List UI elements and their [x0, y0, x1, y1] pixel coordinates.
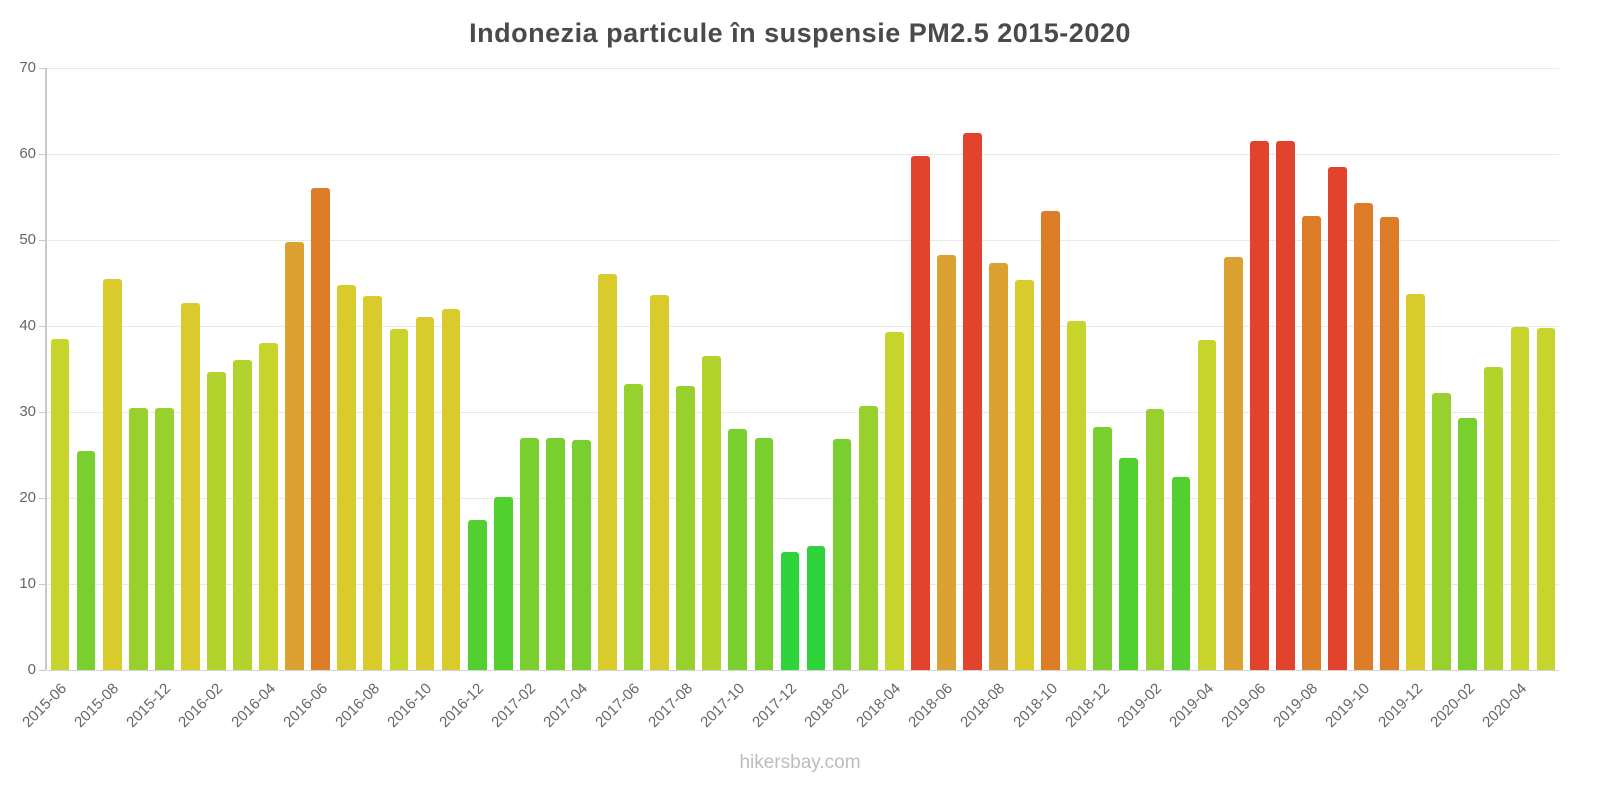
bar — [1015, 280, 1034, 670]
y-tick-label: 70 — [19, 59, 36, 76]
bar — [650, 295, 669, 670]
y-tick-mark — [39, 412, 46, 413]
bar — [545, 437, 565, 670]
bar — [389, 328, 409, 670]
bar — [441, 308, 461, 670]
bar — [1171, 477, 1191, 670]
bar — [76, 450, 96, 670]
bar — [1406, 294, 1425, 670]
y-tick-label: 10 — [19, 575, 36, 592]
y-tick-label: 50 — [19, 231, 36, 248]
bar — [676, 386, 696, 670]
bar — [1301, 215, 1321, 670]
bar — [858, 405, 878, 670]
y-tick-mark — [39, 498, 46, 499]
y-tick-mark — [39, 154, 46, 155]
y-tick-mark — [39, 240, 46, 241]
bar — [1458, 418, 1478, 670]
y-tick-label: 0 — [27, 661, 36, 678]
bar — [285, 241, 305, 670]
bar — [1536, 327, 1556, 670]
bar — [832, 438, 852, 670]
bar — [806, 546, 826, 670]
bar — [780, 552, 800, 670]
y-tick-label: 60 — [19, 145, 36, 162]
bar — [50, 338, 70, 670]
bar — [1354, 203, 1373, 670]
bar — [1432, 393, 1452, 670]
y-tick-mark — [39, 68, 46, 69]
y-tick-label: 20 — [19, 489, 36, 506]
bar — [128, 407, 148, 670]
bar — [311, 188, 331, 670]
bar — [884, 332, 904, 670]
gridline — [47, 584, 1559, 585]
bar — [624, 384, 643, 670]
y-tick-mark — [39, 670, 46, 671]
bar — [910, 155, 930, 670]
gridline — [47, 670, 1559, 671]
bar — [728, 429, 748, 670]
y-tick-label: 40 — [19, 317, 36, 334]
bar — [1510, 326, 1530, 670]
source-watermark: hikersbay.com — [739, 752, 861, 773]
bar — [363, 295, 383, 670]
bar — [102, 278, 122, 670]
bar — [989, 263, 1008, 670]
gridline — [47, 154, 1559, 155]
bar — [963, 132, 982, 670]
bar — [259, 343, 278, 670]
plot-area — [45, 68, 1559, 671]
bar — [337, 284, 357, 670]
bar — [519, 437, 539, 670]
bar — [1041, 210, 1061, 670]
y-tick-mark — [39, 326, 46, 327]
bar — [1093, 427, 1113, 670]
y-tick-mark — [39, 584, 46, 585]
chart-title: Indonezia particule în suspensie PM2.5 2… — [469, 18, 1131, 48]
bar — [207, 371, 226, 670]
y-tick-label: 30 — [19, 403, 36, 420]
gridline — [47, 240, 1559, 241]
bar — [1275, 141, 1295, 670]
bar — [598, 274, 617, 670]
bar — [233, 360, 252, 670]
bar — [1328, 166, 1347, 670]
bar — [415, 317, 435, 670]
bar — [936, 255, 956, 670]
bar — [1223, 257, 1243, 670]
gridline — [47, 68, 1559, 69]
bar — [154, 407, 174, 670]
bar — [1249, 141, 1269, 670]
bar — [467, 519, 487, 670]
bar — [702, 356, 722, 670]
gridline — [47, 498, 1559, 499]
bar — [1067, 320, 1087, 670]
gridline — [47, 412, 1559, 413]
bar — [1119, 457, 1139, 670]
bar — [1145, 408, 1165, 670]
bar — [1380, 216, 1399, 670]
gridline — [47, 326, 1559, 327]
bar — [754, 437, 774, 670]
bar — [572, 439, 591, 670]
bar — [1197, 339, 1217, 670]
bar — [493, 497, 513, 670]
bar — [180, 302, 200, 670]
bar — [1484, 367, 1504, 670]
